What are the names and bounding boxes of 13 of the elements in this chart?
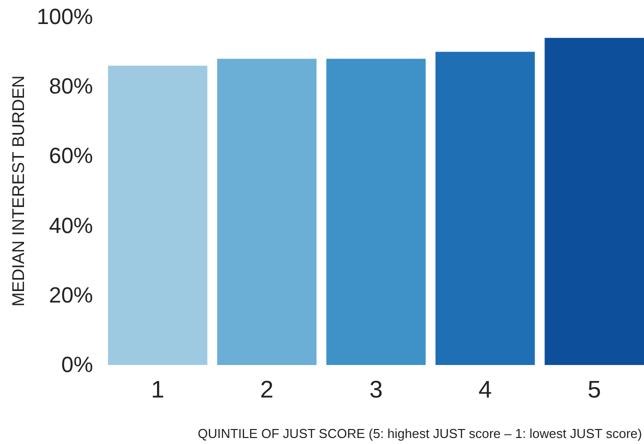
x-tick-label: 5 (588, 376, 602, 404)
y-tick-label: 0% (61, 352, 93, 378)
y-tick-label: 20% (48, 282, 93, 308)
x-tick-label: 2 (260, 376, 274, 404)
y-tick-label: 80% (48, 74, 93, 99)
y-tick-label: 40% (48, 212, 93, 238)
x-axis-title: QUINTILE OF JUST SCORE (5: highest JUST score – 1: lowest JUST score) (198, 426, 642, 441)
x-tick-label: 1 (150, 376, 164, 404)
y-tick-label: 100% (36, 4, 93, 30)
x-tick-label: 4 (478, 376, 492, 404)
y-tick-label: 60% (48, 143, 93, 168)
y-axis-title: MEDIAN INTEREST BURDEN (9, 75, 28, 307)
x-tick-label: 3 (369, 376, 383, 404)
